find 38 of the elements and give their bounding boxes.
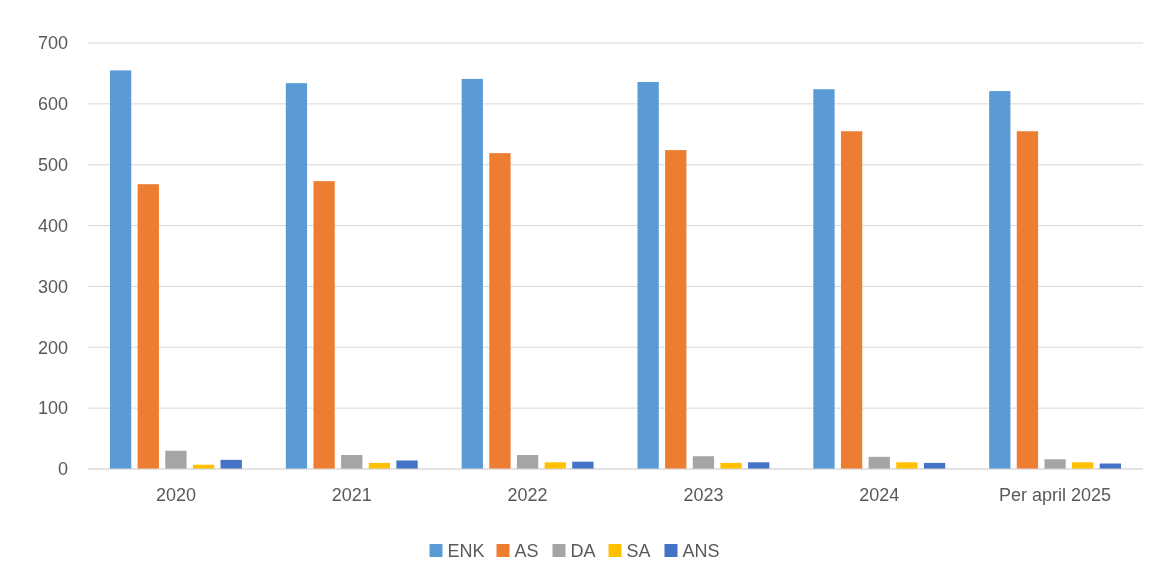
bar [461,78,483,469]
y-tick-label: 400 [37,215,68,236]
bar [341,455,363,469]
bar [692,456,715,469]
y-tick-label: 0 [57,459,68,480]
legend-label: AS [514,541,539,562]
bar [489,153,511,469]
bar [1016,131,1039,469]
y-tick-label: 200 [37,337,68,358]
bar [109,70,132,469]
y-tick-label: 700 [37,33,68,54]
x-tick-label: 2022 [507,485,548,505]
x-tick-label: 2020 [155,485,196,505]
bar [813,89,835,469]
y-tick-label: 500 [37,155,68,176]
bar [396,460,418,469]
bar [285,83,308,469]
bar [313,181,335,469]
y-tick-label: 100 [37,398,68,419]
x-tick-label: 2023 [683,485,724,505]
bar [896,462,918,469]
y-tick-label: 600 [37,94,68,115]
x-tick-label: 2021 [331,485,372,505]
bar [165,450,187,469]
bar [516,455,539,469]
y-tick-label: 300 [37,276,68,297]
bar [665,150,687,469]
bar [1044,459,1066,469]
bar [840,131,863,469]
x-tick-label: Per april 2025 [999,485,1112,505]
legend-label: ENK [447,541,485,562]
bar [137,184,159,469]
x-tick-label: 2024 [859,485,900,505]
bar [637,81,659,469]
legend-label: SA [626,541,651,562]
bar [989,91,1011,469]
legend-label: ANS [682,541,720,562]
legend-label: DA [570,541,596,562]
